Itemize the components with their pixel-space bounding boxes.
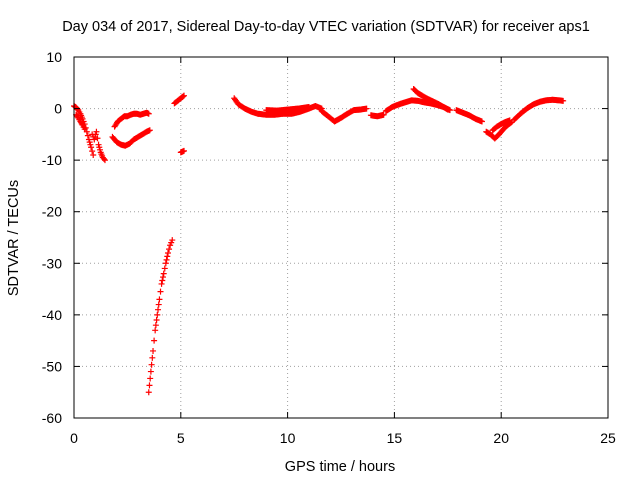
- data-point: [181, 147, 188, 154]
- data-point: [157, 288, 164, 295]
- x-axis: 0 5 10 15 20 25: [70, 57, 616, 446]
- data-point: [145, 110, 152, 117]
- data-point: [155, 306, 162, 313]
- data-point: [380, 111, 387, 118]
- data-points: [71, 85, 567, 396]
- y-tick-label: -30: [42, 255, 62, 271]
- data-point: [181, 92, 188, 99]
- data-point: [164, 249, 171, 256]
- data-point: [147, 375, 154, 382]
- y-tick-label: -60: [42, 410, 62, 426]
- data-point: [160, 270, 167, 277]
- data-point: [150, 347, 157, 354]
- data-point: [146, 382, 153, 389]
- x-tick-label: 15: [387, 430, 403, 446]
- y-axis: -60 -50 -40 -30 -20 -10 0 10: [42, 49, 608, 426]
- data-point: [90, 151, 97, 158]
- y-axis-title: SDTVAR / TECUs: [6, 180, 22, 296]
- data-point: [560, 97, 567, 104]
- data-point: [159, 277, 166, 284]
- data-point: [163, 256, 170, 263]
- data-point: [93, 128, 100, 135]
- x-tick-label: 20: [493, 430, 509, 446]
- data-point: [145, 389, 152, 396]
- data-point: [81, 126, 88, 133]
- data-point: [162, 260, 169, 267]
- data-point: [101, 157, 108, 164]
- data-point: [155, 301, 162, 308]
- data-point: [164, 253, 171, 260]
- data-point: [94, 135, 101, 142]
- x-tick-label: 0: [70, 430, 78, 446]
- data-point: [151, 337, 158, 344]
- chart-title: Day 034 of 2017, Sidereal Day-to-day VTE…: [62, 19, 590, 35]
- data-point: [149, 354, 156, 361]
- data-point: [152, 327, 159, 334]
- data-point: [154, 311, 161, 318]
- data-point: [88, 144, 95, 151]
- plot-frame: [73, 56, 609, 419]
- y-tick-label: -40: [42, 307, 62, 323]
- data-point: [147, 368, 154, 375]
- data-point: [78, 120, 85, 127]
- x-tick-label: 25: [600, 430, 616, 446]
- data-point: [84, 132, 91, 139]
- y-tick-label: 10: [46, 49, 62, 65]
- data-point: [444, 106, 451, 113]
- y-tick-label: -10: [42, 152, 62, 168]
- data-point: [180, 93, 187, 100]
- data-point: [161, 265, 168, 272]
- x-tick-label: 10: [280, 430, 296, 446]
- data-point: [363, 105, 370, 112]
- y-tick-label: -20: [42, 204, 62, 220]
- data-point: [153, 317, 160, 324]
- data-point: [146, 127, 153, 134]
- y-tick-label: 0: [54, 101, 62, 117]
- data-point: [158, 280, 165, 287]
- data-point: [148, 361, 155, 368]
- y-tick-label: -50: [42, 358, 62, 374]
- data-point: [478, 118, 485, 125]
- data-point: [100, 155, 107, 162]
- data-point: [89, 148, 96, 155]
- data-point: [305, 104, 312, 111]
- data-point: [152, 322, 159, 329]
- data-point: [166, 246, 173, 253]
- x-axis-title: GPS time / hours: [285, 459, 395, 475]
- data-point: [169, 237, 176, 244]
- x-tick-label: 5: [177, 430, 185, 446]
- data-point: [156, 296, 163, 303]
- data-point: [160, 274, 166, 281]
